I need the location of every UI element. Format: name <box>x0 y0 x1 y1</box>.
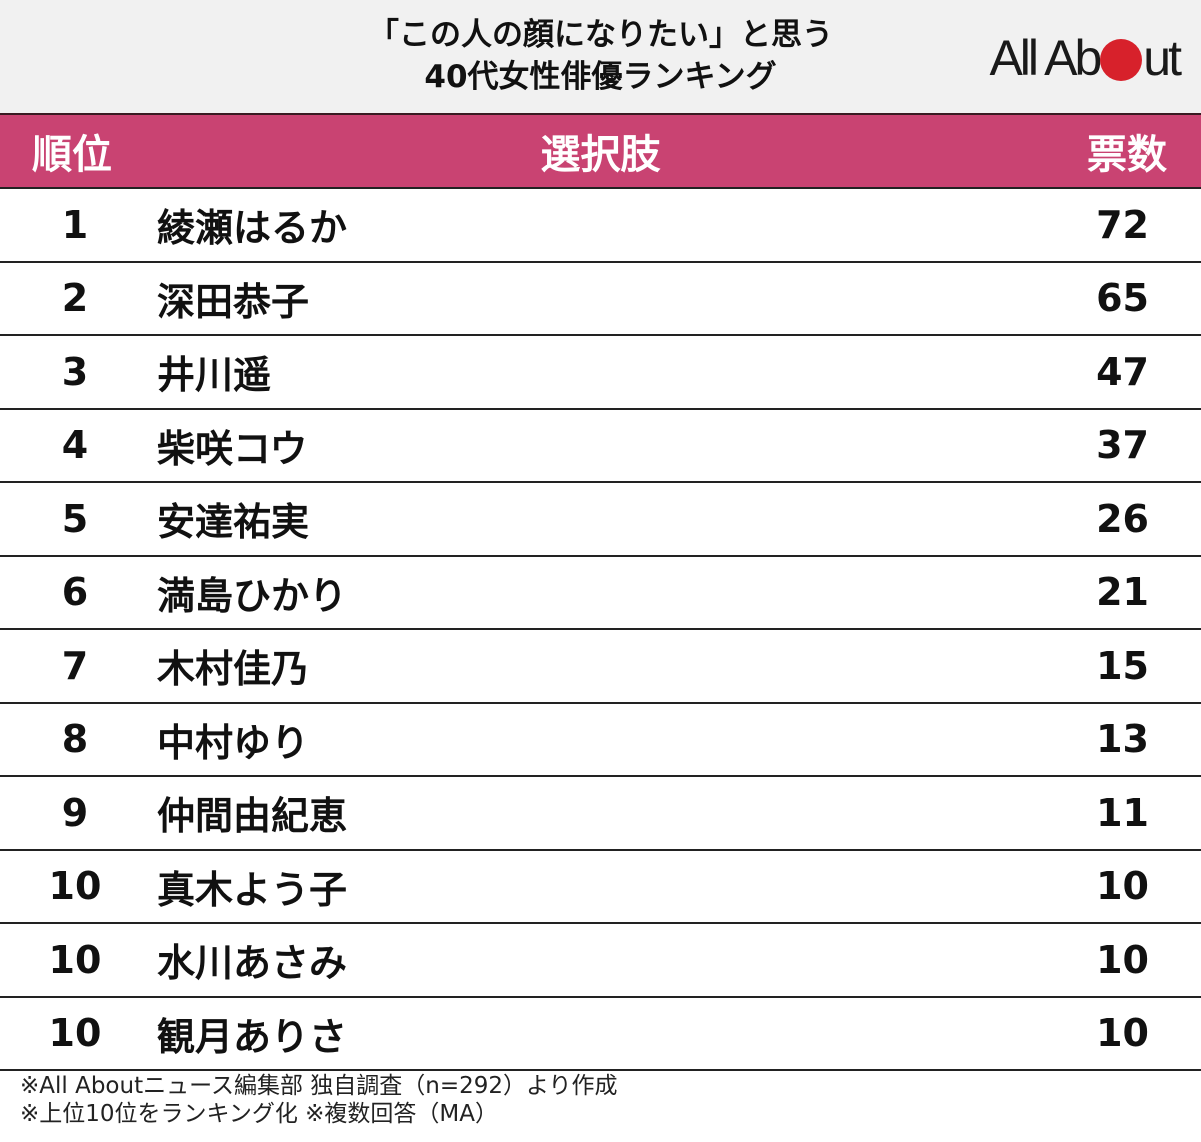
column-header-rank: 順位 <box>32 132 112 178</box>
table-row: 10 観月ありさ 10 <box>0 998 1201 1071</box>
rank-cell: 5 <box>61 496 89 541</box>
name-cell: 満島ひかり <box>157 573 348 618</box>
column-header-votes: 票数 <box>1087 132 1167 178</box>
column-header-row: 選択肢 順位 票数 <box>0 115 1201 187</box>
rank-cell: 10 <box>48 864 102 909</box>
name-cell: 観月ありさ <box>157 1014 348 1059</box>
footnote-source: ※All Aboutニュース編集部 独自調査（n=292）より作成 <box>20 1073 618 1099</box>
table-row: 9 仲間由紀恵 11 <box>0 777 1201 851</box>
rank-cell: 9 <box>61 790 89 835</box>
title-banner: 「この人の顔になりたい」と思う 40代女性俳優ランキング All Ab ut <box>0 0 1201 115</box>
table-row: 6 満島ひかり 21 <box>0 557 1201 630</box>
rank-cell: 2 <box>61 276 89 321</box>
votes-cell: 10 <box>1096 1011 1149 1056</box>
name-cell: 深田恭子 <box>157 279 310 324</box>
rank-cell: 8 <box>61 717 89 762</box>
table-row: 10 真木よう子 10 <box>0 851 1201 924</box>
ranking-table: 1 綾瀬はるか 72 2 深田恭子 65 3 井川遥 47 4 柴咲コウ 37 … <box>0 187 1201 1071</box>
table-row: 4 柴咲コウ 37 <box>0 410 1201 483</box>
votes-cell: 65 <box>1096 276 1149 321</box>
footnotes: ※All Aboutニュース編集部 独自調査（n=292）より作成 ※上位10位… <box>0 1072 1201 1128</box>
votes-cell: 10 <box>1096 864 1149 909</box>
name-cell: 真木よう子 <box>157 867 348 912</box>
table-row: 1 綾瀬はるか 72 <box>0 189 1201 263</box>
votes-cell: 47 <box>1096 349 1149 394</box>
name-cell: 井川遥 <box>157 353 272 398</box>
votes-cell: 21 <box>1096 570 1149 615</box>
votes-cell: 26 <box>1096 496 1149 541</box>
rank-cell: 3 <box>61 349 89 394</box>
title-line-2: 40代女性俳優ランキング <box>424 59 777 95</box>
logo-text-start: All Ab <box>989 30 1102 86</box>
name-cell: 中村ゆり <box>157 720 310 765</box>
table-row: 8 中村ゆり 13 <box>0 704 1201 777</box>
name-cell: 仲間由紀恵 <box>157 794 348 839</box>
name-cell: 柴咲コウ <box>157 426 308 471</box>
title-line-1: 「この人の顔になりたい」と思う <box>368 17 833 53</box>
rank-cell: 6 <box>61 570 89 615</box>
votes-cell: 13 <box>1096 717 1149 762</box>
votes-cell: 11 <box>1096 790 1149 835</box>
table-row: 7 木村佳乃 15 <box>0 630 1201 704</box>
name-cell: 綾瀬はるか <box>157 206 348 251</box>
allabout-logo: All Ab ut <box>989 30 1182 86</box>
table-row: 5 安達祐実 26 <box>0 483 1201 557</box>
table-row: 10 水川あさみ 10 <box>0 924 1201 998</box>
rank-cell: 7 <box>61 643 89 688</box>
votes-cell: 72 <box>1096 202 1149 247</box>
rank-cell: 4 <box>61 423 89 468</box>
logo-red-dot-icon <box>1100 39 1143 81</box>
name-cell: 安達祐実 <box>157 500 310 545</box>
votes-cell: 10 <box>1096 937 1149 982</box>
table-row: 3 井川遥 47 <box>0 336 1201 410</box>
rank-cell: 1 <box>61 202 89 247</box>
votes-cell: 15 <box>1096 643 1149 688</box>
rank-cell: 10 <box>48 937 102 982</box>
name-cell: 水川あさみ <box>157 941 348 986</box>
chart-title: 「この人の顔になりたい」と思う 40代女性俳優ランキング <box>0 14 1201 98</box>
rank-cell: 10 <box>48 1011 102 1056</box>
table-row: 2 深田恭子 65 <box>0 263 1201 336</box>
logo-text-end: ut <box>1143 30 1182 86</box>
column-header-choice: 選択肢 <box>540 132 661 178</box>
name-cell: 木村佳乃 <box>157 647 310 692</box>
votes-cell: 37 <box>1096 423 1149 468</box>
footnote-method: ※上位10位をランキング化 ※複数回答（MA） <box>20 1101 499 1127</box>
